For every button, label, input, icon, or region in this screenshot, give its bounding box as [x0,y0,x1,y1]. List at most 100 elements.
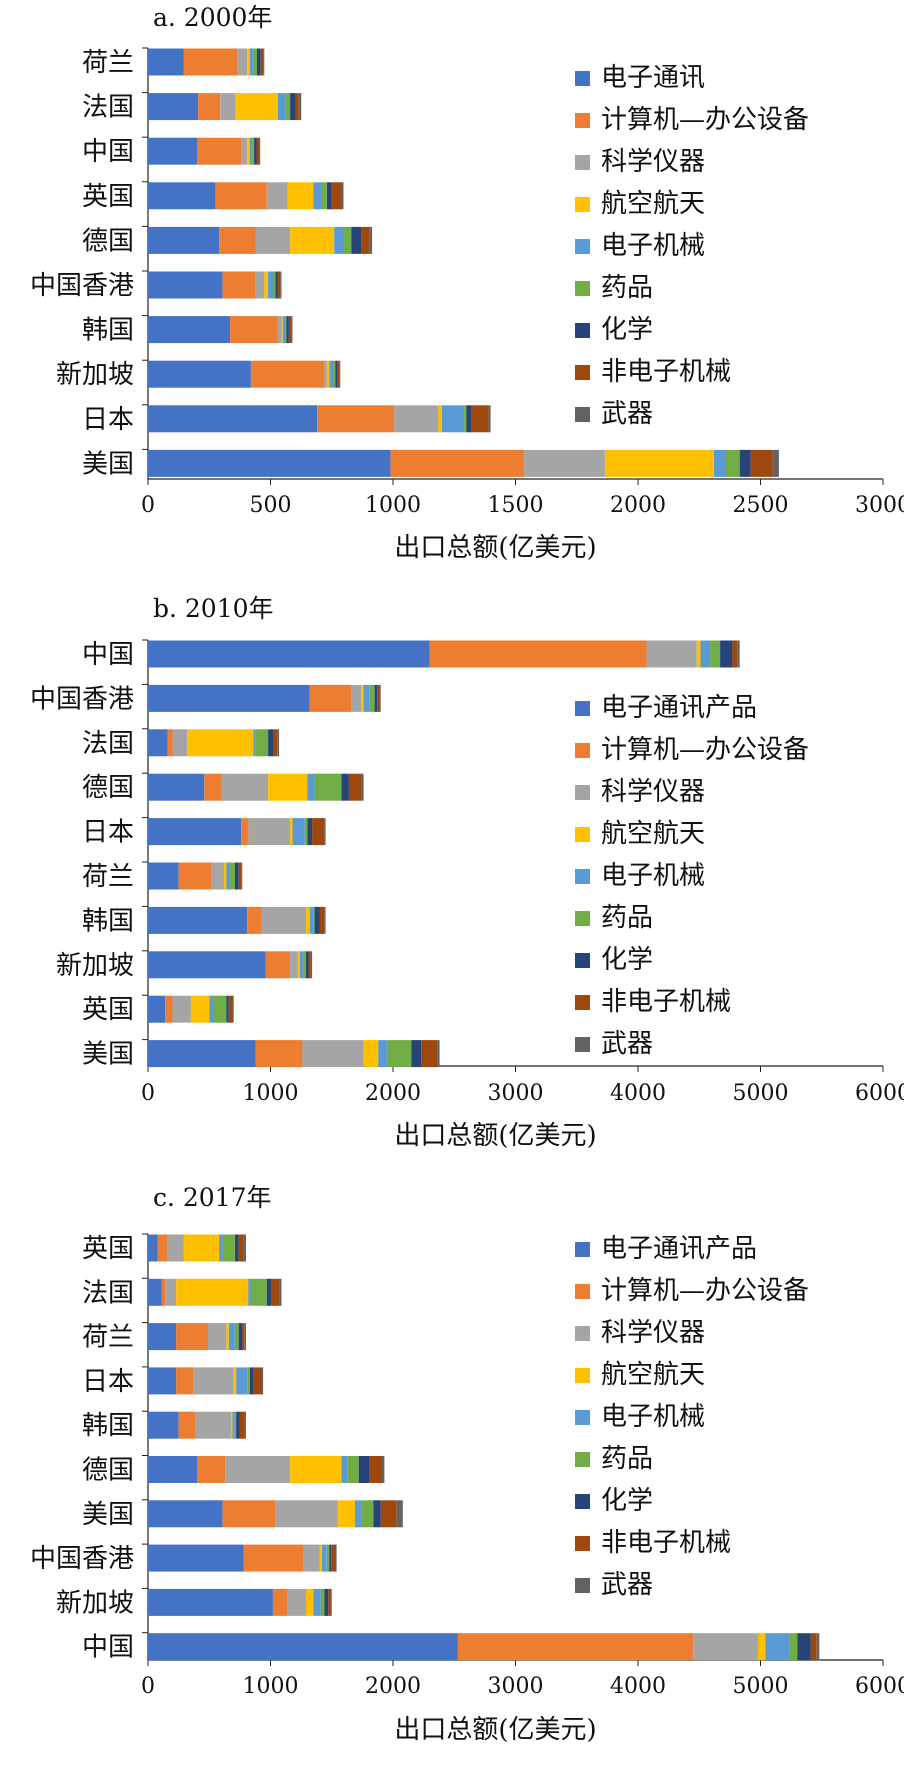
bar-segment [739,449,751,477]
category-label: 德国 [82,226,134,256]
bar-segment [226,995,229,1023]
category-label: 中国 [82,640,134,670]
bar-segment [720,640,733,668]
bar-segment [148,862,179,890]
bar-segment [272,1588,288,1616]
bar-segment [714,449,725,477]
bar-segment [394,405,439,433]
bar-segment [307,773,315,801]
category-label: 新加坡 [56,951,134,981]
bar-segment [241,862,243,890]
bar-segment [288,316,292,344]
bar-segment [235,93,278,121]
bar-segment [382,1456,385,1483]
bar-segment [212,995,227,1023]
bar-segment [228,995,233,1023]
bar-segment [337,360,340,388]
legend-swatch [575,995,590,1010]
bar-segment [378,1040,387,1068]
bar-segment [255,1040,303,1068]
bar-segment [183,1234,219,1262]
category-label: 日本 [82,405,134,435]
bar-segment [249,137,253,165]
bar-segment [211,862,224,890]
bar-segment [183,48,238,76]
legend-swatch [575,1452,590,1467]
chart-panel-1: b. 2010年 0 1000 2000 3000 4000 5000 6000 出口总额(亿美… [30,594,904,1151]
bar-segment [331,182,342,210]
bar-segment [148,1040,256,1068]
bar-segment [226,862,231,890]
bar-segment [438,405,442,433]
legend-entry: 计算机—办公设备 [601,735,809,765]
bar-segment [303,951,306,979]
bar-segment [379,684,381,712]
legend-entry: 航空航天 [601,189,705,219]
bar-segment [302,1040,364,1068]
category-label: 新加坡 [56,1588,134,1618]
bar-segment [148,1500,223,1528]
legend-swatch [575,701,590,716]
bar-segment [238,1323,243,1351]
legend-entry: 科学仪器 [601,147,705,177]
bar-segment [326,1544,330,1572]
bar-segment [222,1500,276,1528]
bar-segment [172,995,191,1023]
bar-segment [298,93,302,121]
legend-entry: 电子通讯 [601,63,705,93]
bar-segment [337,1500,355,1528]
bar-segment [260,48,264,76]
bar-segment [264,271,269,299]
x-tick-label: 3000 [855,493,904,518]
bar-segment [242,1323,245,1351]
bar-segment [361,1500,374,1528]
bar-segment [238,1234,244,1262]
legend-swatch [575,1242,590,1257]
bar-segment [290,951,298,979]
bar-segment [306,951,309,979]
x-axis-label: 出口总额(亿美元) [394,1715,596,1745]
bar-segment [363,684,370,712]
category-label: 中国香港 [30,1544,134,1574]
bar-segment [524,449,605,477]
category-label: 中国香港 [30,271,134,301]
bar-segment [816,1633,820,1661]
bar-segment [167,729,173,757]
bar-segment [235,1234,239,1262]
legend-entry: 武器 [601,1029,653,1059]
bar-segment [148,1544,244,1572]
bar-segment [176,1323,208,1351]
bar-segment [341,182,344,210]
bar-segment [335,360,338,388]
x-tick-label: 0 [141,1674,155,1699]
bar-segment [314,773,342,801]
bar-segment [810,1633,817,1661]
bar-segment [197,1456,226,1483]
bar-segment [725,449,740,477]
bar-segment [329,360,333,388]
bar-segment [319,1544,322,1572]
bar-segment [148,48,184,76]
bar-segment [252,137,255,165]
bar-segment [148,405,318,433]
bar-segment [148,773,205,801]
bar-segment [758,1633,766,1661]
bar-segment [331,1544,336,1572]
category-label: 英国 [82,995,134,1025]
bar-segment [221,773,269,801]
legend-entry: 化学 [601,945,653,975]
bar-segment [241,137,248,165]
legend-entry: 科学仪器 [601,777,705,807]
bar-segment [320,1588,325,1616]
legend-swatch [575,1410,590,1425]
category-label: 英国 [82,1234,134,1264]
bar-segment [471,405,489,433]
legend-swatch [575,1536,590,1551]
bar-segment [255,729,269,757]
x-tick-label: 1000 [365,493,421,518]
bar-segment [693,1633,758,1661]
category-label: 韩国 [82,1411,134,1441]
bar-segment [208,1323,227,1351]
legend-entry: 航空航天 [601,1360,705,1390]
bar-segment [148,226,220,254]
